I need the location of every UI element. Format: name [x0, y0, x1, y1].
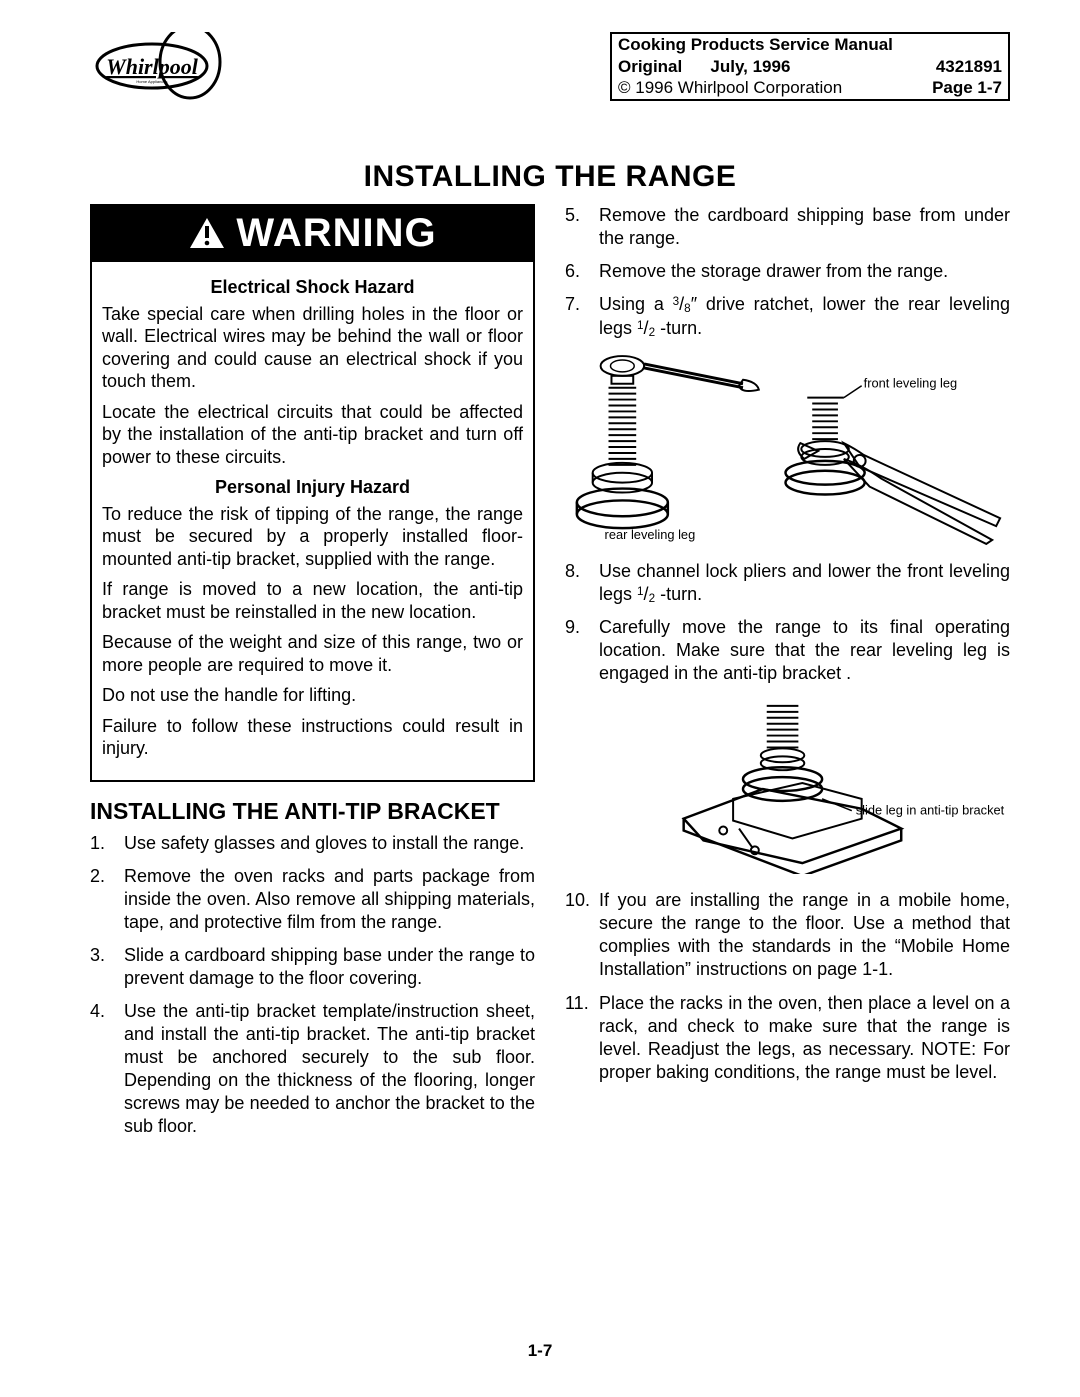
- fig1-front-label: front leveling leg: [864, 375, 958, 390]
- warning-p7: Failure to follow these instructions cou…: [102, 715, 523, 760]
- header-date: July, 1996: [710, 57, 790, 76]
- warning-box: Electrical Shock Hazard Take special car…: [90, 262, 535, 782]
- injury-hazard-heading: Personal Injury Hazard: [102, 476, 523, 499]
- warning-p5: Because of the weight and size of this r…: [102, 631, 523, 676]
- whirlpool-logo: Whirlpool Home Appliances: [90, 32, 230, 102]
- header-box: Cooking Products Service Manual Original…: [610, 32, 1010, 101]
- warning-label: WARNING: [236, 211, 436, 256]
- fig2-label: slide leg in anti-tip bracket: [856, 803, 1005, 818]
- main-title: INSTALLING THE RANGE: [90, 160, 1010, 194]
- steps-left: Use safety glasses and gloves to install…: [90, 832, 535, 1138]
- steps-right-3: If you are installing the range in a mob…: [565, 889, 1010, 1083]
- fig1-rear-label: rear leveling leg: [605, 527, 696, 542]
- figure-leveling-legs: rear leveling leg front leveling leg: [565, 355, 1010, 545]
- warning-p6: Do not use the handle for lifting.: [102, 684, 523, 707]
- page-label: Page 1-7: [932, 78, 1002, 98]
- warning-p1: Take special care when drilling holes in…: [102, 303, 523, 393]
- electrical-hazard-heading: Electrical Shock Hazard: [102, 276, 523, 299]
- step-8: Use channel lock pliers and lower the fr…: [565, 560, 1010, 607]
- figure-anti-tip-bracket: slide leg in anti-tip bracket: [565, 699, 1010, 874]
- original-label: Original: [618, 57, 682, 76]
- step-2: Remove the oven racks and parts package …: [90, 865, 535, 934]
- manual-title: Cooking Products Service Manual: [612, 34, 1008, 56]
- svg-text:Whirlpool: Whirlpool: [106, 54, 199, 79]
- step-4: Use the anti-tip bracket template/instru…: [90, 1000, 535, 1138]
- header-row-3: © 1996 Whirlpool Corporation Page 1-7: [612, 77, 1008, 99]
- svg-text:Home Appliances: Home Appliances: [136, 79, 167, 84]
- step-6: Remove the storage drawer from the range…: [565, 260, 1010, 283]
- step-9: Carefully move the range to its final op…: [565, 616, 1010, 685]
- warning-triangle-icon: [188, 216, 226, 250]
- step-11: Place the racks in the oven, then place …: [565, 992, 1010, 1084]
- warning-p4: If range is moved to a new location, the…: [102, 578, 523, 623]
- step-10: If you are installing the range in a mob…: [565, 889, 1010, 981]
- step-7: Using a 3/8″ drive ratchet, lower the re…: [565, 293, 1010, 340]
- steps-right-2: Use channel lock pliers and lower the fr…: [565, 560, 1010, 686]
- step-5: Remove the cardboard shipping base from …: [565, 204, 1010, 250]
- steps-right: Remove the cardboard shipping base from …: [565, 204, 1010, 341]
- header-row-2: Original July, 1996 4321891: [612, 56, 1008, 78]
- page: Whirlpool Home Appliances Cooking Produc…: [0, 0, 1080, 1397]
- columns: WARNING Electrical Shock Hazard Take spe…: [90, 204, 1010, 1148]
- left-column: WARNING Electrical Shock Hazard Take spe…: [90, 204, 535, 1148]
- right-column: Remove the cardboard shipping base from …: [565, 204, 1010, 1148]
- warning-banner: WARNING: [90, 204, 535, 262]
- part-number: 4321891: [936, 57, 1002, 77]
- page-footer: 1-7: [0, 1341, 1080, 1361]
- section-title: INSTALLING THE ANTI-TIP BRACKET: [90, 798, 535, 824]
- step-3: Slide a cardboard shipping base under th…: [90, 944, 535, 990]
- warning-p3: To reduce the risk of tipping of the ran…: [102, 503, 523, 571]
- copyright: © 1996 Whirlpool Corporation: [618, 78, 842, 98]
- step-1: Use safety glasses and gloves to install…: [90, 832, 535, 855]
- warning-p2: Locate the electrical circuits that coul…: [102, 401, 523, 469]
- top-row: Whirlpool Home Appliances Cooking Produc…: [90, 32, 1010, 112]
